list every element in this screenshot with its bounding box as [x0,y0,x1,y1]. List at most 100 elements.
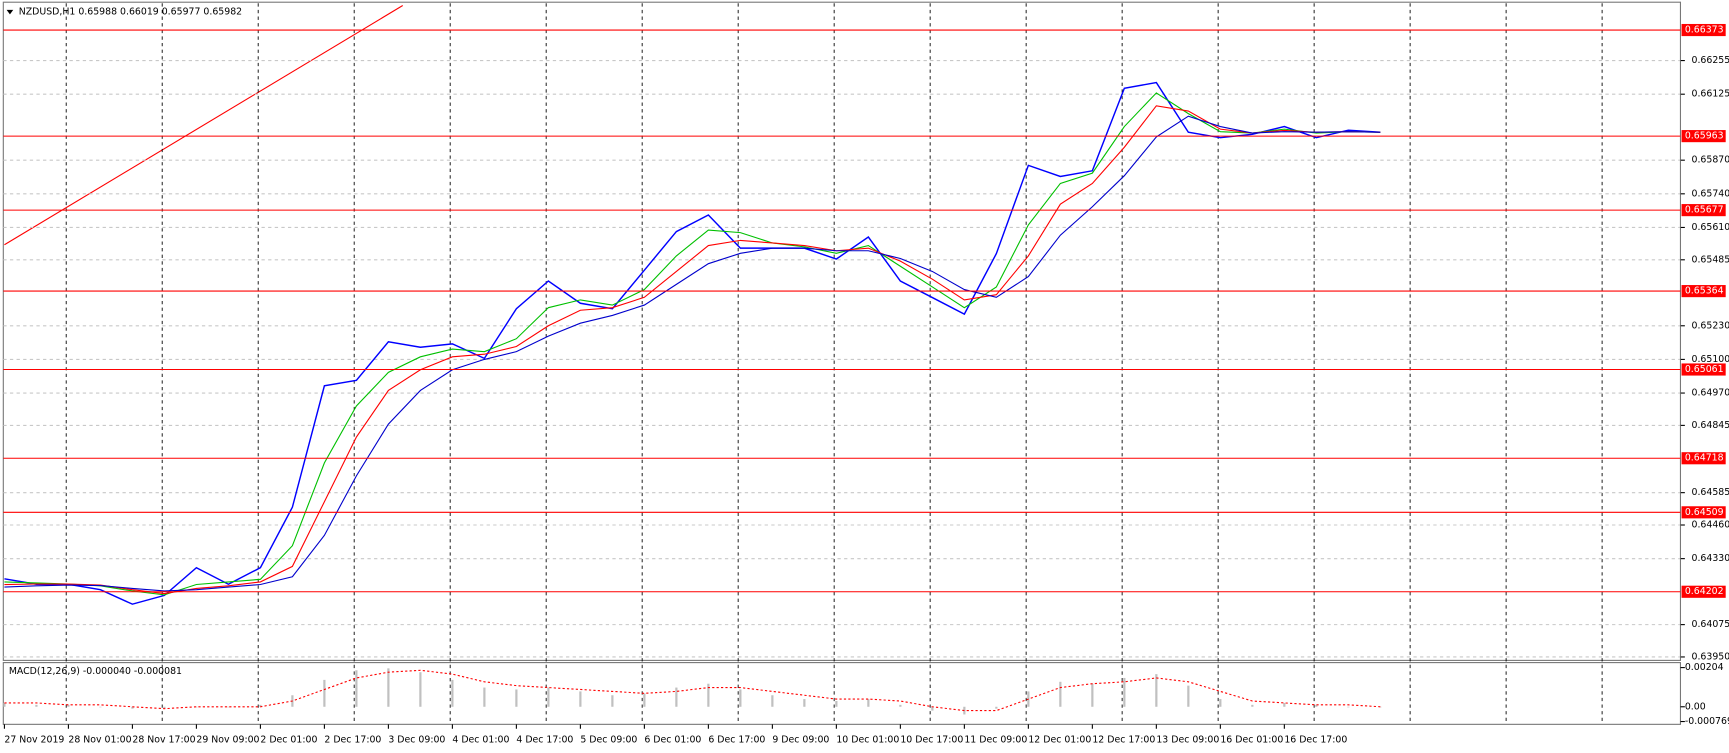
macd-bar [35,704,38,707]
macd-bar [707,683,710,707]
macd-bar [163,706,166,709]
x-tick-label: 2 Dec 01:00 [260,734,317,745]
x-tick-label: 28 Nov 01:00 [68,734,131,745]
y-tick-label: 0.64585 [1691,487,1729,498]
macd-bar [99,706,102,708]
macd-bar [899,704,902,707]
macd-bar [515,689,518,707]
y-tick-label: 0.65610 [1691,222,1729,233]
x-tick-label: 4 Dec 17:00 [516,734,573,745]
level-label-bg [1681,506,1726,519]
level-label-bg [1681,452,1726,465]
y-tick-label: 0.64970 [1691,388,1729,399]
level-label: 0.65963 [1685,131,1724,142]
macd-bar [131,706,134,709]
macd-bar [1059,681,1062,707]
level-label: 0.65364 [1685,286,1724,297]
macd-bar [867,699,870,707]
level-label: 0.66373 [1685,25,1724,36]
y-tick-label: 0.64845 [1691,420,1729,431]
macd-bar [931,706,934,711]
macd-bar [67,704,70,707]
macd-bar [611,695,614,707]
macd-bar [1347,706,1350,708]
y-tick-label: 0.65870 [1691,155,1729,166]
moving-average [4,115,1381,592]
x-tick-label: 13 Dec 09:00 [1156,734,1219,745]
level-label-bg [1681,204,1726,217]
y-tick-label: 0.65485 [1691,254,1729,265]
x-tick-label: 6 Dec 01:00 [644,734,701,745]
macd-bar [387,668,390,707]
macd-bar [1251,704,1254,707]
signal-line [4,669,1381,712]
x-tick-label: 29 Nov 09:00 [196,734,259,745]
x-tick-label: 12 Dec 01:00 [1028,734,1091,745]
macd-bar [259,704,262,707]
x-tick-label: 27 Nov 2019 [4,734,64,745]
macd-bar [419,672,422,707]
level-label-bg [1681,23,1726,37]
y-tick-label: 0.64330 [1691,553,1729,564]
macd-bar [579,691,582,707]
macd-bar [547,687,550,707]
level-label: 0.64718 [1685,453,1724,464]
macd-bar [803,699,806,707]
macd-bar [1091,683,1094,707]
x-tick-label: 4 Dec 01:00 [452,734,509,745]
macd-bar [227,706,230,708]
y-tick-label: -0.000769 [1685,716,1729,727]
level-label: 0.64202 [1685,586,1724,597]
y-tick-label: 0.66255 [1691,55,1729,66]
macd-bar [1283,702,1286,707]
x-tick-label: 6 Dec 17:00 [708,734,765,745]
y-tick-label: 0.00204 [1685,662,1724,673]
macd-bar [995,706,998,709]
x-tick-label: 5 Dec 09:00 [580,734,637,745]
y-tick-label: 0.66125 [1691,89,1729,100]
macd-title: MACD(12,26,9) -0.000040 -0.000081 [9,666,182,677]
y-tick-label: 0.63950 [1691,651,1729,662]
macd-bar [1379,706,1382,708]
x-tick-label: 2 Dec 17:00 [324,734,381,745]
macd-bar [3,702,6,707]
macd-bar [1155,674,1158,707]
level-label-bg [1681,130,1726,143]
macd-panel [2,662,1682,725]
macd-bar [771,695,774,707]
macd-bar [323,679,326,707]
macd-bar [739,689,742,707]
x-tick-label: 10 Dec 17:00 [900,734,963,745]
macd-bar [1219,699,1222,707]
macd-bar [451,679,454,707]
level-label-bg [1681,585,1726,598]
level-label-bg [1681,363,1726,376]
macd-bar [1315,704,1318,707]
level-label: 0.64509 [1685,507,1724,518]
macd-bar [1123,677,1126,707]
main-panel [2,1,1682,661]
x-tick-label: 12 Dec 17:00 [1092,734,1155,745]
moving-average [4,92,1381,596]
x-tick-label: 9 Dec 09:00 [772,734,829,745]
macd-bar [355,670,358,707]
chart-title: NZDUSD,H1 0.65988 0.66019 0.65977 0.6598… [19,7,242,18]
y-tick-label: 0.65100 [1691,354,1729,365]
x-tick-label: 3 Dec 09:00 [388,734,445,745]
moving-average [4,105,1381,595]
macd-bar [835,701,838,707]
macd-bar [195,706,198,708]
y-tick-label: 0.65230 [1691,320,1729,331]
macd-bar [643,693,646,707]
level-label: 0.65061 [1685,364,1724,375]
level-label-bg [1681,285,1726,298]
y-tick-label: 0.64460 [1691,520,1729,531]
menu-arrow[interactable] [6,9,14,15]
level-label: 0.65677 [1685,205,1724,216]
y-tick-label: 0.64075 [1691,619,1729,630]
macd-bar [1187,685,1190,707]
x-tick-label: 16 Dec 17:00 [1284,734,1347,745]
macd-bar [483,687,486,707]
